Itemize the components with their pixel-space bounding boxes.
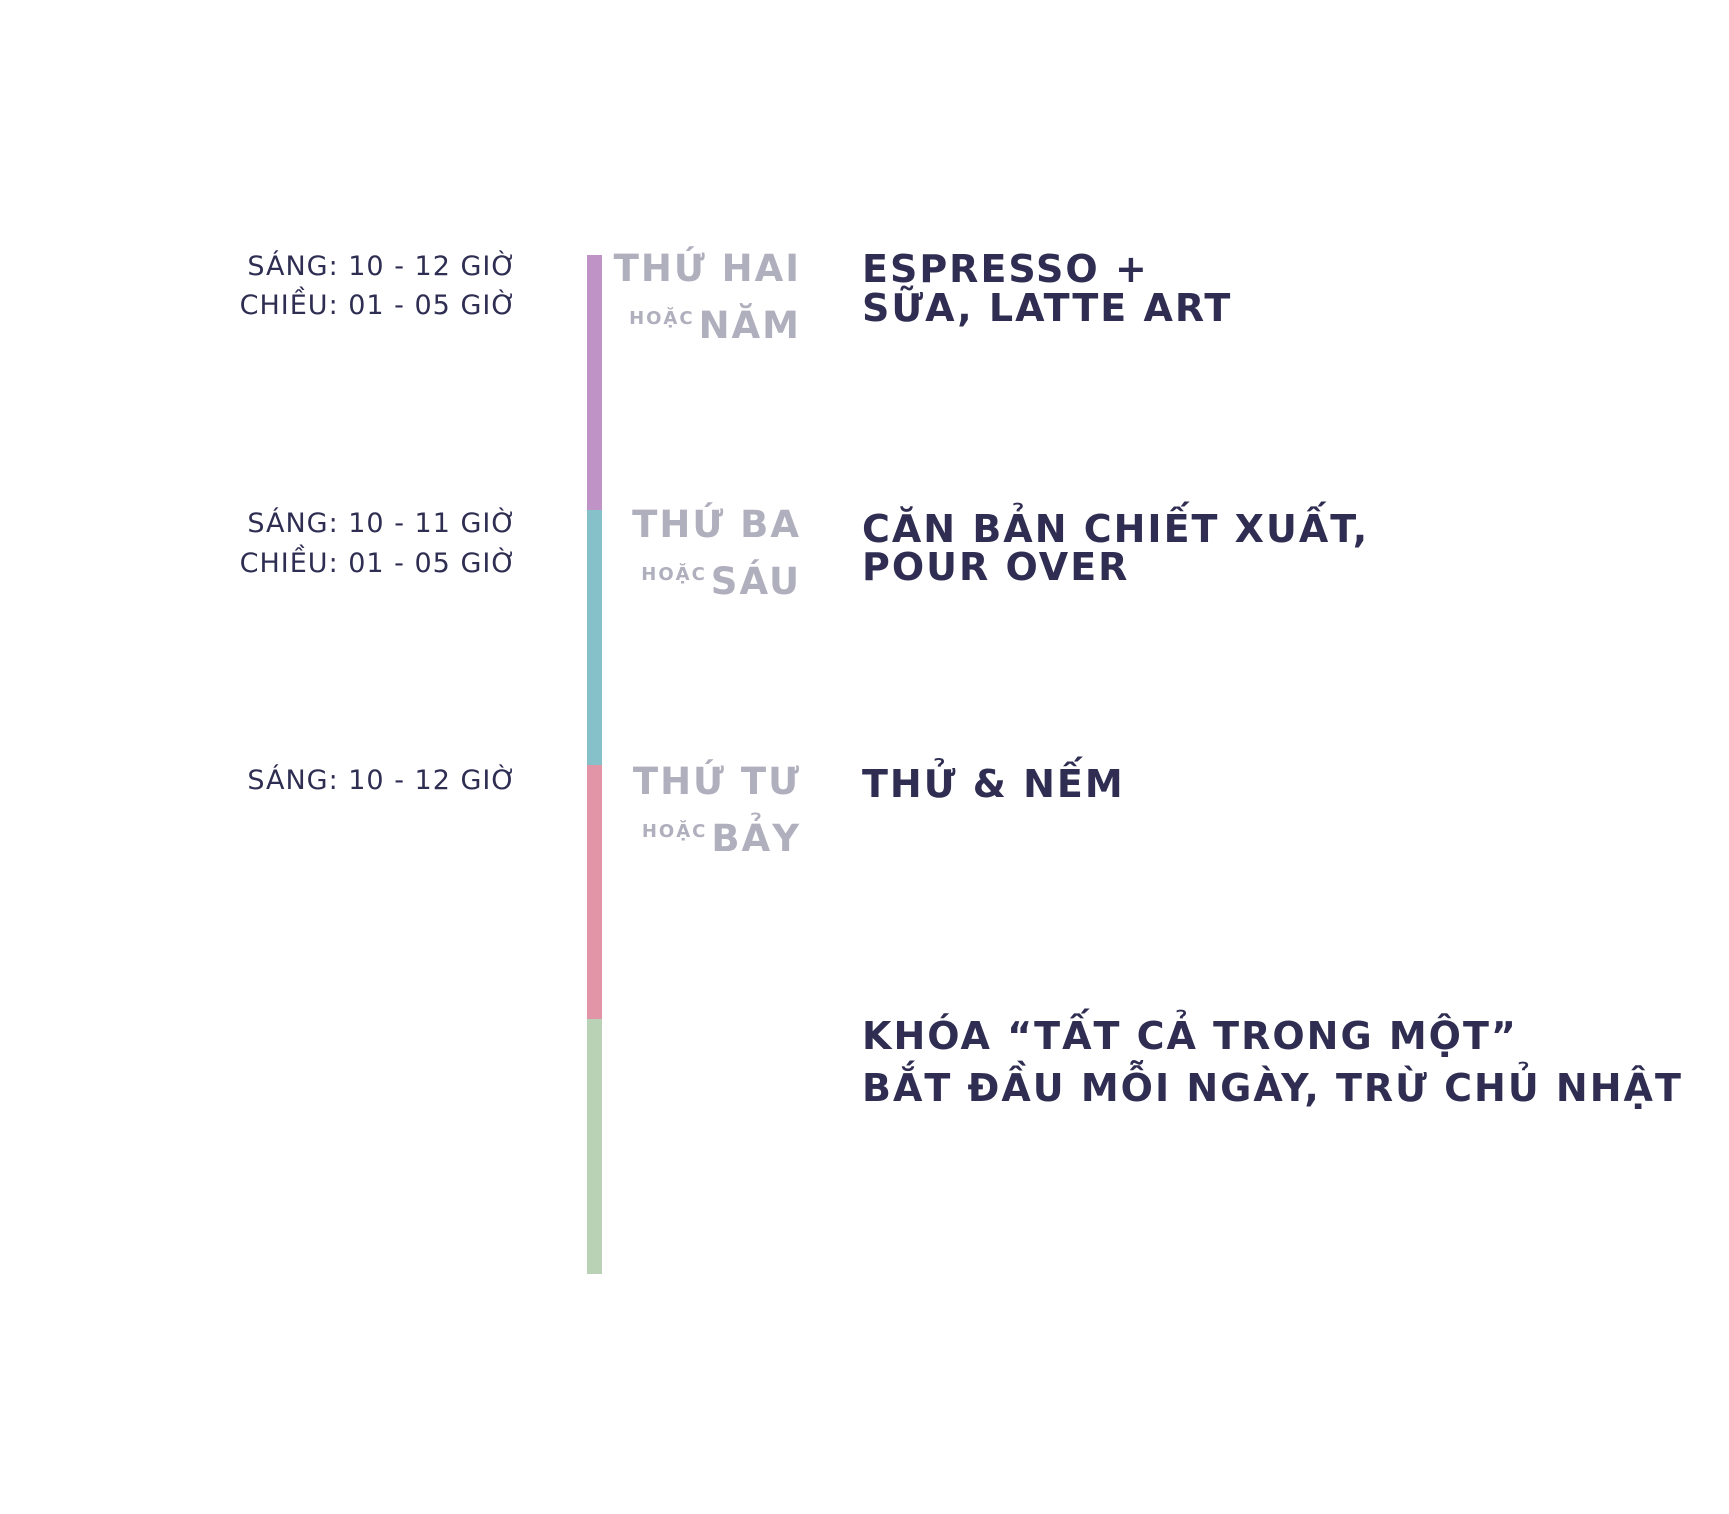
alt-day-row: HOẶC NĂM <box>629 298 801 347</box>
timeline-segment <box>587 255 602 510</box>
course: THỬ & NẾM <box>862 762 1125 806</box>
course: BẮT ĐẦU MỖI NGÀY, TRỪ CHỦ NHẬT <box>862 1066 1683 1110</box>
day: THỨ BA <box>632 503 801 546</box>
course: CĂN BẢN CHIẾT XUẤT, <box>862 507 1370 551</box>
course: SỮA, LATTE ART <box>862 286 1233 330</box>
day: THỨ HAI <box>613 247 801 290</box>
time: SÁNG: 10 - 12 GIỜ <box>247 765 517 796</box>
course: POUR OVER <box>862 545 1130 589</box>
alt-day: NĂM <box>698 304 801 347</box>
course: ESPRESSO + <box>862 247 1149 291</box>
course: KHÓA “TẤT CẢ TRONG MỘT” <box>862 1014 1518 1058</box>
alt-day: SÁU <box>710 560 801 603</box>
alt-day-row: HOẶC BẢY <box>642 811 801 860</box>
or: HOẶC <box>641 821 708 842</box>
time: SÁNG: 10 - 12 GIỜ <box>247 251 517 282</box>
alt-day-row: HOẶC SÁU <box>641 554 801 603</box>
day: THỨ TƯ <box>632 760 801 803</box>
timeline-segment <box>587 510 602 765</box>
timeline-segment <box>587 765 602 1019</box>
time: SÁNG: 10 - 11 GIỜ <box>247 508 517 539</box>
time: CHIỀU: 01 - 05 GIỜ <box>239 290 517 321</box>
timeline-segment <box>587 1019 602 1274</box>
or: HOẶC <box>629 308 695 329</box>
or: HOẶC <box>641 564 707 585</box>
alt-day: BẢY <box>711 817 801 860</box>
time: CHIỀU: 01 - 05 GIỜ <box>239 548 517 579</box>
